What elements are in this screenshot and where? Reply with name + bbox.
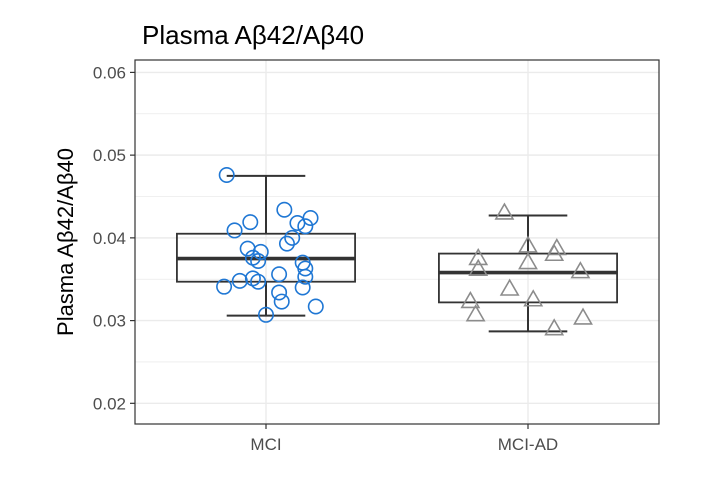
data-point-circle <box>278 235 295 252</box>
y-axis-label: Plasma Aβ42/Aβ40 <box>53 148 78 336</box>
chart-title: Plasma Aβ42/Aβ40 <box>142 20 364 50</box>
data-point-triangle <box>518 252 538 270</box>
data-point-triangle <box>573 307 593 325</box>
data-point-triangle <box>518 235 538 253</box>
y-tick-label: 0.04 <box>93 229 126 248</box>
data-point-triangle <box>468 247 489 266</box>
data-point-circle <box>242 214 259 231</box>
data-point-triangle <box>465 304 486 322</box>
data-point-circle <box>218 166 235 183</box>
data-point-circle <box>231 272 248 289</box>
data-point-circle <box>257 306 274 323</box>
data-point-circle <box>297 260 314 277</box>
data-point-triangle <box>523 289 544 307</box>
plot-panel-border <box>134 59 660 425</box>
grid-lines <box>135 60 659 424</box>
data-point-triangle <box>468 258 489 276</box>
y-tick-label: 0.06 <box>93 63 126 82</box>
data-point-circle <box>284 229 301 246</box>
data-point-circle <box>271 284 288 301</box>
data-point-circle <box>276 201 293 218</box>
data-point-circle <box>250 273 267 290</box>
data-point-triangle <box>494 202 515 220</box>
data-point-triangle <box>460 290 481 309</box>
data-point-circle <box>307 298 324 315</box>
data-point-circle <box>289 214 306 231</box>
y-tick-label: 0.03 <box>93 312 126 331</box>
data-point-circle <box>297 268 314 285</box>
data-point-circle <box>250 253 267 270</box>
data-point-circle <box>216 278 233 295</box>
data-point-circle <box>297 218 314 235</box>
y-tick-label: 0.05 <box>93 146 126 165</box>
data-point-circle <box>273 293 290 310</box>
data-points <box>216 166 593 336</box>
plot-panel-background <box>135 60 659 424</box>
y-tick-label: 0.02 <box>93 394 126 413</box>
data-point-triangle <box>499 278 520 296</box>
data-point-circle <box>271 266 288 283</box>
boxes <box>176 174 618 333</box>
data-point-circle <box>226 222 243 239</box>
data-point-triangle <box>544 318 565 336</box>
data-point-triangle <box>544 243 565 262</box>
data-point-circle <box>294 279 311 296</box>
axes: 0.02 0.03 0.04 0.05 0.06 MCI MCI-AD <box>93 63 558 454</box>
data-point-triangle <box>570 261 591 279</box>
x-tick-label: MCI-AD <box>498 435 558 454</box>
x-tick-label: MCI <box>250 435 281 454</box>
